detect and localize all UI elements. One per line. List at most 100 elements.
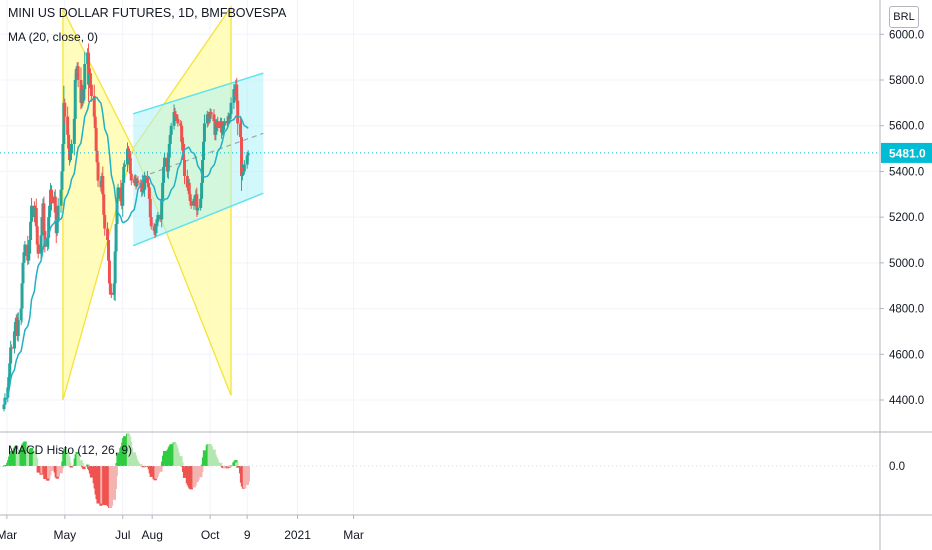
candle-body <box>128 157 132 174</box>
candle-body <box>136 180 140 183</box>
candle-body <box>154 224 158 234</box>
macd-bar <box>123 436 127 466</box>
symbol-legend[interactable]: MINI US DOLLAR FUTURES, 1D, BMFBOVESPA <box>8 6 286 20</box>
macd-bar <box>113 466 117 489</box>
macd-bar <box>56 466 60 477</box>
candle-body <box>95 150 99 163</box>
candle-body <box>53 196 57 213</box>
macd-bar <box>3 464 7 466</box>
candle-body <box>50 189 53 204</box>
candle-body <box>7 377 11 388</box>
candle-body <box>46 237 50 247</box>
candle-body <box>73 80 77 119</box>
macd-bar <box>23 441 27 466</box>
candle-body <box>199 198 203 208</box>
candle-body <box>19 308 23 320</box>
macd-bar <box>242 466 247 488</box>
macd-tick-label: 0.0 <box>889 461 905 473</box>
macd-bar <box>129 447 134 466</box>
candle-body <box>206 114 210 122</box>
candle-body <box>69 144 73 154</box>
candle-body <box>101 176 105 195</box>
candle-body <box>229 102 233 115</box>
time-tick-label: Oct <box>201 528 220 542</box>
candle-body <box>48 205 52 218</box>
time-tick-label: Mar <box>343 528 364 542</box>
candle-body <box>21 262 25 284</box>
ma-legend[interactable]: MA (20, close, 0) <box>8 30 98 44</box>
candle-body <box>245 155 249 165</box>
candle-body <box>36 244 40 254</box>
candle-body <box>102 194 106 215</box>
macd-bar <box>10 450 14 466</box>
candle-body <box>107 260 111 284</box>
macd-bar <box>103 466 107 506</box>
candle-body <box>127 153 131 158</box>
candle-body <box>83 64 87 90</box>
price-tick-label: 5800.0 <box>889 75 924 87</box>
candle-body <box>23 244 27 256</box>
candle-body <box>155 221 159 224</box>
candle-body <box>200 182 204 199</box>
candle-body <box>59 189 63 206</box>
candle-body <box>116 187 120 199</box>
candle-body <box>94 128 98 151</box>
time-tick-label: Jul <box>115 528 130 542</box>
macd-bar <box>160 466 164 468</box>
macd-bar <box>189 466 193 490</box>
candle-body <box>107 240 110 261</box>
candle-body <box>60 171 64 190</box>
candle-body <box>148 198 152 218</box>
candle-body <box>29 221 33 240</box>
candle-body <box>26 244 30 261</box>
candle-body <box>13 324 17 332</box>
candle-body <box>236 100 240 124</box>
last-price-tag <box>881 142 932 163</box>
candle-body <box>183 160 186 176</box>
candle-body <box>74 73 78 80</box>
candle-body <box>168 134 172 144</box>
candle-body <box>66 116 70 135</box>
candle-body <box>119 187 123 202</box>
candle-body <box>232 89 236 103</box>
candle-body <box>147 187 151 199</box>
macd-histogram <box>2 433 250 508</box>
price-tick-label: 5000.0 <box>889 258 924 270</box>
candle-body <box>174 114 178 117</box>
candle-body <box>34 208 38 227</box>
macd-label: MACD Histo (12, 26, 9) <box>8 443 133 457</box>
macd-bar <box>180 461 184 466</box>
candle-body <box>242 164 246 172</box>
macd-bar <box>136 462 140 466</box>
candle-body <box>169 125 173 135</box>
macd-bar <box>139 464 143 466</box>
macd-bar <box>228 466 232 468</box>
candle-body <box>188 194 192 202</box>
candle-body <box>12 331 16 349</box>
candle-body <box>108 283 112 293</box>
macd-bar <box>67 462 72 466</box>
macd-bar <box>246 466 250 482</box>
time-tick-label: Aug <box>142 528 163 542</box>
candle-body <box>8 363 12 378</box>
macd-bar <box>149 466 154 477</box>
macd-bar <box>16 450 21 466</box>
candle-body <box>166 157 170 172</box>
moving-average-line <box>3 96 249 405</box>
macd-bar <box>36 466 40 473</box>
candle-body <box>196 208 200 211</box>
macd-legend[interactable]: MACD Histo (12, 26, 9) <box>8 443 132 457</box>
macd-bar <box>116 452 120 466</box>
macd-bar <box>29 447 34 466</box>
channel-top-line <box>132 72 264 115</box>
macd-bar <box>159 466 163 472</box>
price-tick-label: 5200.0 <box>889 212 924 224</box>
candle-body <box>212 114 216 122</box>
candle-body <box>113 251 117 284</box>
macd-bar <box>86 464 90 466</box>
macd-bar <box>196 466 200 481</box>
candle-body <box>76 66 80 80</box>
currency-button[interactable]: BRL <box>889 6 919 28</box>
